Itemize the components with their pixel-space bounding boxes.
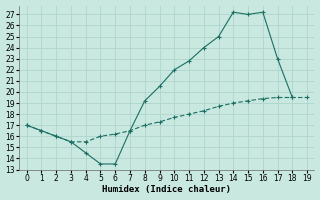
X-axis label: Humidex (Indice chaleur): Humidex (Indice chaleur) <box>102 185 231 194</box>
